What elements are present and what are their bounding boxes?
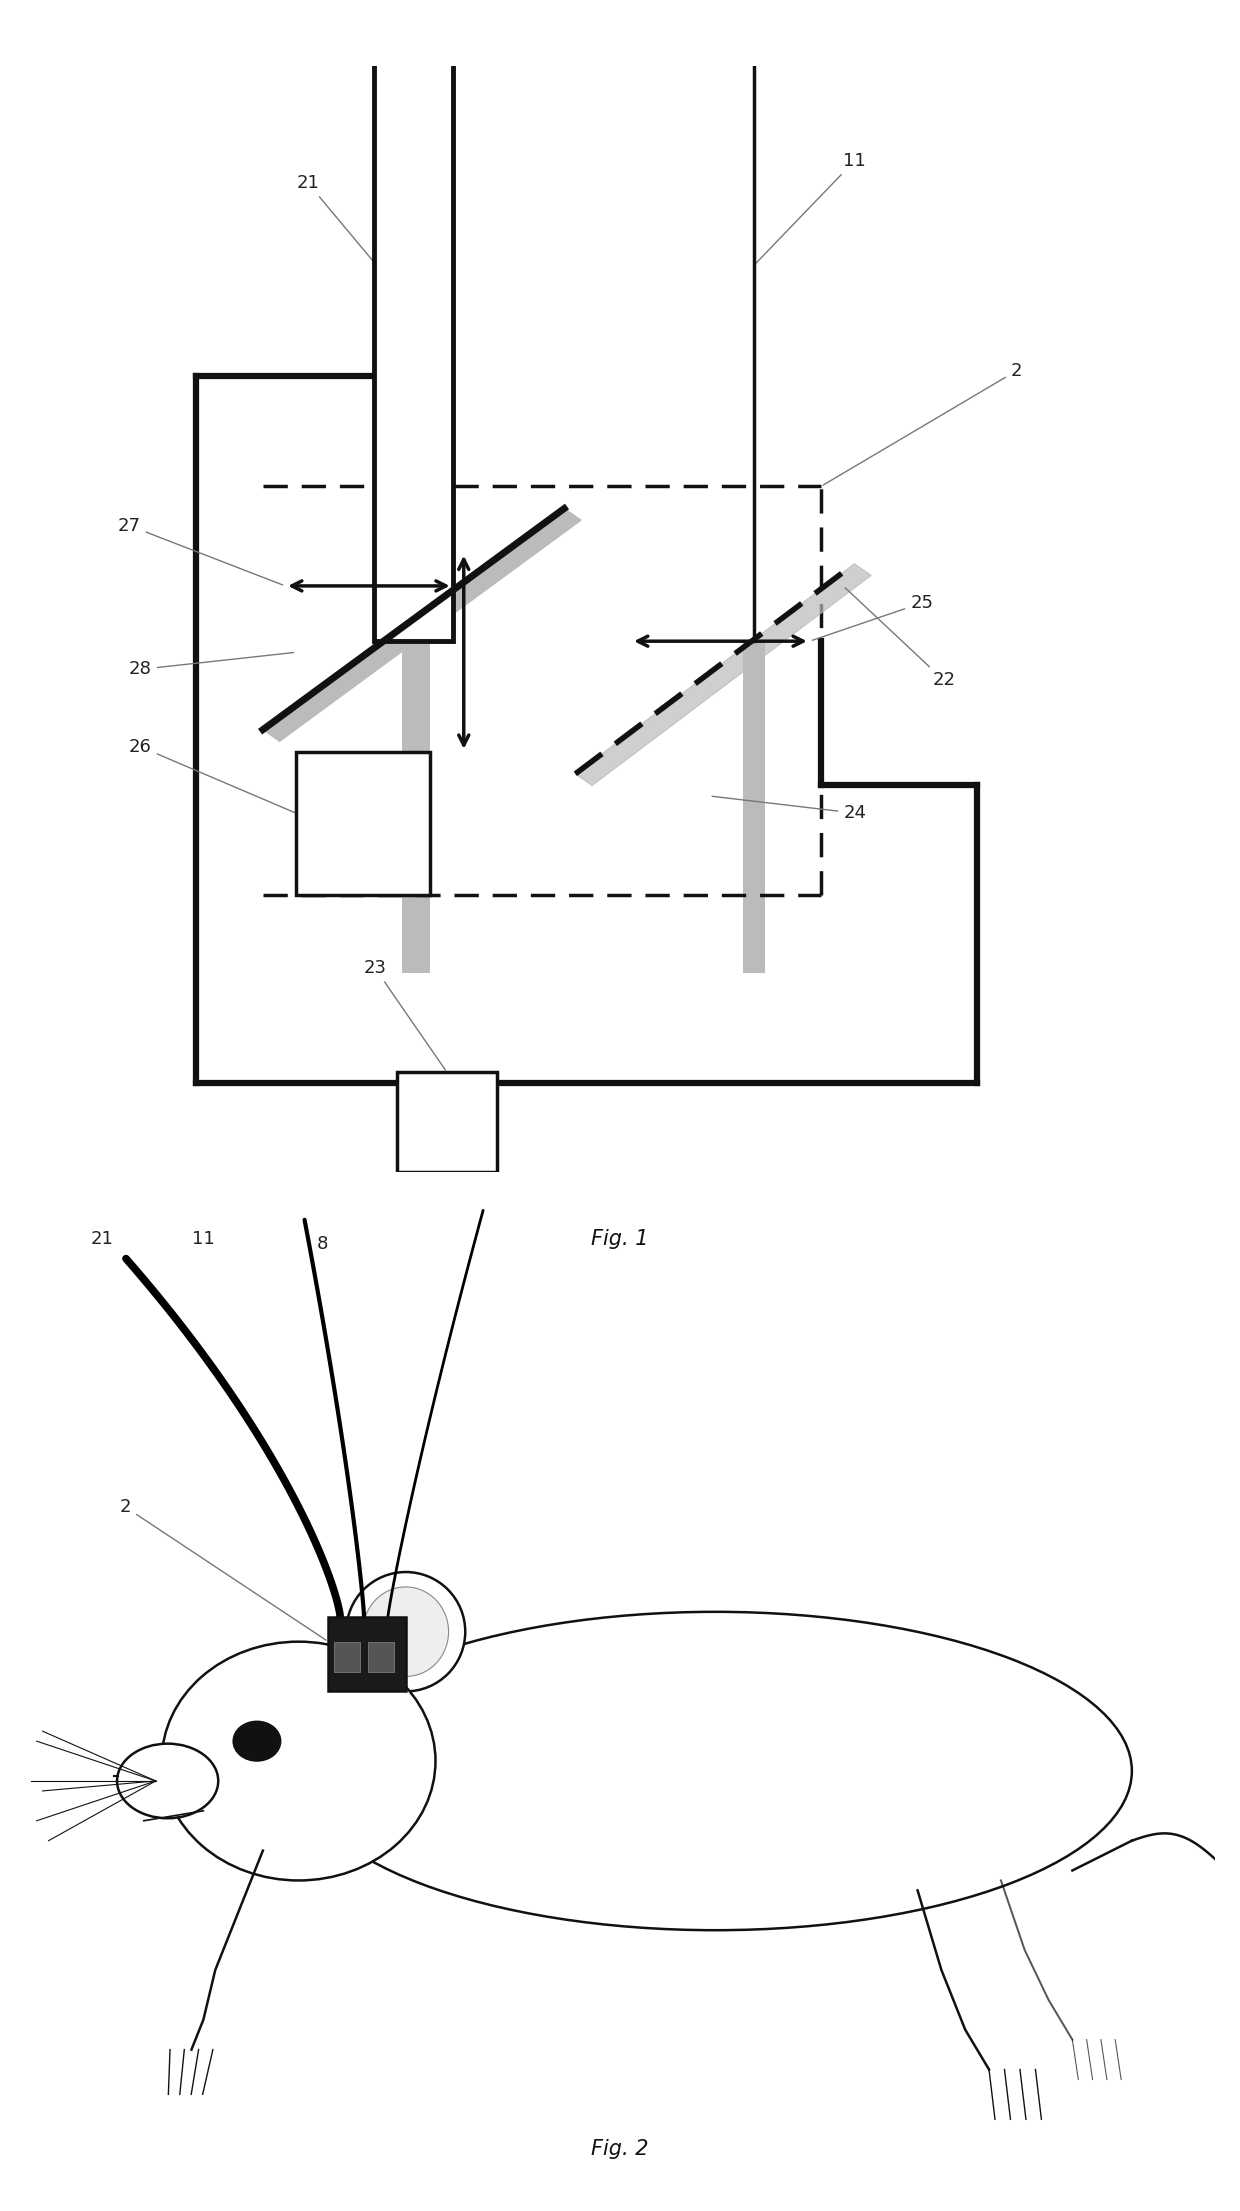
Bar: [367, 1641, 394, 1672]
Text: 24: 24: [712, 796, 867, 822]
Text: 26: 26: [129, 738, 305, 818]
Text: 21: 21: [296, 175, 412, 307]
Bar: [743, 641, 765, 973]
Text: Fig. 2: Fig. 2: [591, 2138, 649, 2158]
Bar: [402, 641, 430, 973]
Text: 8: 8: [316, 1234, 329, 1254]
Text: Fig. 1: Fig. 1: [591, 1229, 649, 1249]
Bar: [296, 752, 430, 895]
Ellipse shape: [299, 1612, 1132, 1930]
Text: 11: 11: [756, 153, 866, 263]
Text: 11: 11: [192, 1229, 215, 1247]
Text: 2: 2: [823, 363, 1022, 484]
Bar: [335, 1641, 361, 1672]
Bar: [397, 1072, 497, 1172]
Ellipse shape: [117, 1744, 218, 1817]
Text: 28: 28: [129, 652, 294, 679]
Text: 2: 2: [120, 1499, 326, 1641]
Text: 22: 22: [846, 588, 956, 690]
Text: 25: 25: [812, 595, 934, 641]
Bar: [374, 33, 453, 641]
Circle shape: [233, 1720, 280, 1760]
Ellipse shape: [161, 1641, 435, 1879]
Text: 27: 27: [118, 517, 283, 586]
Ellipse shape: [363, 1587, 449, 1676]
Text: 23: 23: [363, 960, 445, 1070]
Ellipse shape: [346, 1572, 465, 1691]
Bar: [329, 1616, 405, 1691]
Text: 21: 21: [91, 1229, 114, 1247]
Polygon shape: [575, 564, 870, 785]
Polygon shape: [263, 509, 580, 741]
